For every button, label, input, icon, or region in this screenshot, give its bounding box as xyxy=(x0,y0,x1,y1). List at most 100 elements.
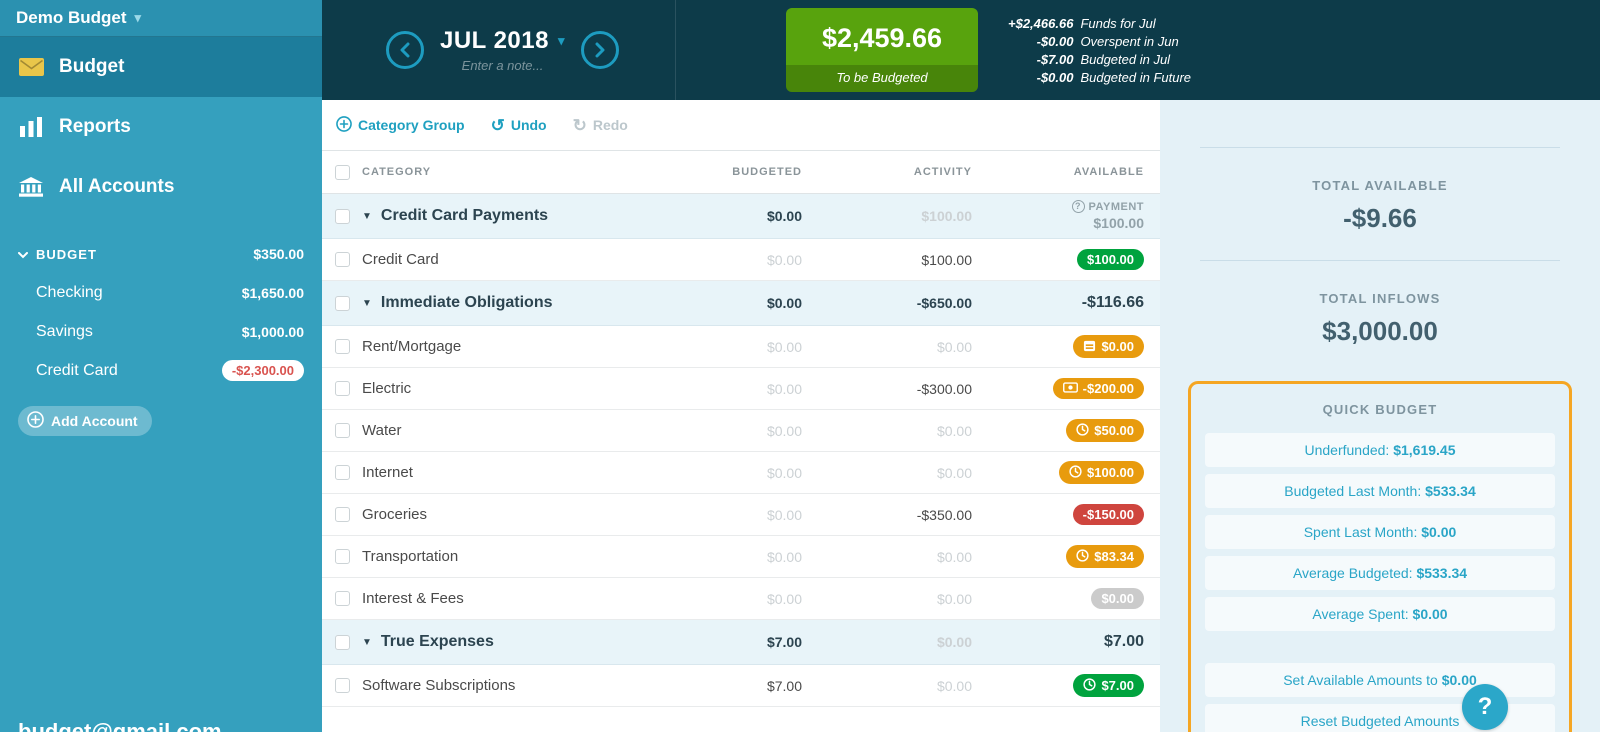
category-row-internet[interactable]: Internet $0.00 $0.00 $100.00 xyxy=(322,452,1160,494)
activity-amount[interactable]: $0.00 xyxy=(936,422,972,439)
breakdown-label: Budgeted in Jul xyxy=(1080,51,1171,67)
help-button[interactable]: ? xyxy=(1462,684,1508,730)
available-pill[interactable]: -$150.00 xyxy=(1072,504,1144,525)
month-note-input[interactable]: Enter a note... xyxy=(461,58,544,73)
category-row-transportation[interactable]: Transportation $0.00 $0.00 $83.34 xyxy=(322,536,1160,578)
previous-month-button[interactable] xyxy=(386,31,424,69)
column-header-budgeted[interactable]: BUDGETED xyxy=(732,166,802,178)
activity-amount[interactable]: $0.00 xyxy=(936,548,972,565)
sidebar-item-all-accounts[interactable]: All Accounts xyxy=(0,157,322,217)
breakdown-amount: -$7.00 xyxy=(1036,51,1074,67)
collapse-caret-icon[interactable]: ▼ xyxy=(362,210,372,222)
row-checkbox[interactable] xyxy=(334,465,350,480)
add-category-group-button[interactable]: Category Group xyxy=(336,115,465,135)
budgeted-amount[interactable]: $0.00 xyxy=(766,506,802,523)
account-row-savings[interactable]: Savings $1,000.00 xyxy=(0,312,322,351)
add-account-button[interactable]: Add Account xyxy=(18,406,152,436)
activity-amount[interactable]: $0.00 xyxy=(936,464,972,481)
budgeted-amount[interactable]: $7.00 xyxy=(766,677,802,694)
sidebar-item-reports[interactable]: Reports xyxy=(0,97,322,157)
available-pill[interactable]: $100.00 xyxy=(1077,249,1144,270)
category-row-interest-fees[interactable]: Interest & Fees $0.00 $0.00 $0.00 xyxy=(322,578,1160,620)
select-all-checkbox[interactable] xyxy=(334,164,350,180)
row-checkbox[interactable] xyxy=(334,208,350,224)
category-row-software-subscriptions[interactable]: Software Subscriptions $7.00 $0.00 $7.00 xyxy=(322,665,1160,707)
group-row-true-expenses[interactable]: ▼ True Expenses $7.00 $0.00 $7.00 xyxy=(322,620,1160,665)
budget-toolbar: Category Group ↺ Undo ↻ Redo xyxy=(322,100,1160,150)
quick-budget-spent-last-month[interactable]: Spent Last Month: $0.00 xyxy=(1205,515,1555,549)
budget-accounts-section-header[interactable]: BUDGET $350.00 xyxy=(0,235,322,273)
row-checkbox[interactable] xyxy=(334,381,350,396)
available-amount: $7.00 xyxy=(1103,633,1144,650)
budgeted-amount[interactable]: $0.00 xyxy=(766,338,802,355)
cash-icon xyxy=(1062,382,1078,395)
collapse-caret-icon[interactable]: ▼ xyxy=(362,297,372,309)
next-month-button[interactable] xyxy=(581,31,619,69)
row-checkbox[interactable] xyxy=(334,591,350,606)
budgeted-amount[interactable]: $0.00 xyxy=(766,422,802,439)
activity-amount[interactable]: $0.00 xyxy=(936,677,972,694)
category-row-groceries[interactable]: Groceries $0.00 -$350.00 -$150.00 xyxy=(322,494,1160,536)
category-row-electric[interactable]: Electric $0.00 -$300.00 -$200.00 xyxy=(322,368,1160,410)
content-area: Category Group ↺ Undo ↻ Redo CATEGORY BU… xyxy=(322,100,1600,732)
budget-switcher[interactable]: Demo Budget ▾ xyxy=(0,0,322,37)
category-row-rent-mortgage[interactable]: Rent/Mortgage $0.00 $0.00 $0.00 xyxy=(322,326,1160,368)
available-pill[interactable]: -$200.00 xyxy=(1052,378,1144,399)
envelope-icon xyxy=(18,58,44,76)
available-pill[interactable]: $7.00 xyxy=(1073,674,1144,697)
account-row-checking[interactable]: Checking $1,650.00 xyxy=(0,273,322,312)
column-header-category[interactable]: CATEGORY xyxy=(362,166,432,178)
collapse-caret-icon[interactable]: ▼ xyxy=(362,636,372,648)
row-checkbox[interactable] xyxy=(334,507,350,522)
row-checkbox[interactable] xyxy=(334,295,350,311)
row-checkbox[interactable] xyxy=(334,549,350,564)
redo-button[interactable]: ↻ Redo xyxy=(573,117,628,134)
budgeted-amount[interactable]: $0.00 xyxy=(766,295,802,311)
budgeted-amount[interactable]: $7.00 xyxy=(766,634,802,650)
available-pill[interactable]: $50.00 xyxy=(1066,419,1144,442)
category-name: Transportation xyxy=(362,548,459,565)
activity-amount[interactable]: $100.00 xyxy=(921,251,972,268)
activity-amount[interactable]: $100.00 xyxy=(921,208,972,224)
sidebar-item-budget[interactable]: Budget xyxy=(0,37,322,97)
clock-icon xyxy=(1076,423,1089,438)
row-checkbox[interactable] xyxy=(334,252,350,267)
activity-amount[interactable]: $0.00 xyxy=(936,338,972,355)
available-pill[interactable]: $0.00 xyxy=(1073,335,1144,358)
available-pill[interactable]: $100.00 xyxy=(1059,461,1144,484)
quick-budget-average-spent[interactable]: Average Spent: $0.00 xyxy=(1205,597,1555,631)
row-checkbox[interactable] xyxy=(334,678,350,693)
row-checkbox[interactable] xyxy=(334,634,350,650)
budgeted-amount[interactable]: $0.00 xyxy=(766,548,802,565)
group-row-immediate-obligations[interactable]: ▼ Immediate Obligations $0.00 -$650.00 -$116… xyxy=(322,281,1160,326)
group-row-credit-card-payments[interactable]: ▼ Credit Card Payments $0.00 $100.00? PAYMEN… xyxy=(322,194,1160,239)
available-pill[interactable]: $0.00 xyxy=(1091,588,1144,609)
quick-budget-average-budgeted[interactable]: Average Budgeted: $533.34 xyxy=(1205,556,1555,590)
activity-amount[interactable]: -$650.00 xyxy=(916,295,972,311)
available-pill[interactable]: $83.34 xyxy=(1066,545,1144,568)
column-header-activity[interactable]: ACTIVITY xyxy=(913,166,972,178)
category-row-water[interactable]: Water $0.00 $0.00 $50.00 xyxy=(322,410,1160,452)
month-selector[interactable]: JUL 2018 ▾ Enter a note... xyxy=(440,27,565,73)
budgeted-amount[interactable]: $0.00 xyxy=(766,251,802,268)
activity-amount[interactable]: $0.00 xyxy=(936,590,972,607)
budgeted-amount[interactable]: $0.00 xyxy=(766,380,802,397)
activity-amount[interactable]: $0.00 xyxy=(936,634,972,650)
activity-amount[interactable]: -$350.00 xyxy=(916,506,972,523)
quick-budget-budgeted-last-month[interactable]: Budgeted Last Month: $533.34 xyxy=(1205,474,1555,508)
account-row-credit-card[interactable]: Credit Card -$2,300.00 xyxy=(0,351,322,390)
undo-button[interactable]: ↺ Undo xyxy=(491,117,547,134)
row-checkbox[interactable] xyxy=(334,423,350,438)
column-header-available[interactable]: AVAILABLE xyxy=(1073,166,1144,178)
activity-amount[interactable]: -$300.00 xyxy=(916,380,972,397)
plus-circle-icon xyxy=(336,115,352,135)
row-checkbox[interactable] xyxy=(334,339,350,354)
budgeted-amount[interactable]: $0.00 xyxy=(766,208,802,224)
redo-label: Redo xyxy=(592,117,628,133)
category-row-credit-card[interactable]: Credit Card $0.00 $100.00 $100.00 xyxy=(322,239,1160,281)
budgeted-amount[interactable]: $0.00 xyxy=(766,464,802,481)
account-balance: $1,000.00 xyxy=(241,323,304,340)
available-amount: $0.00 xyxy=(1101,591,1134,606)
budgeted-amount[interactable]: $0.00 xyxy=(766,590,802,607)
quick-budget-underfunded[interactable]: Underfunded: $1,619.45 xyxy=(1205,433,1555,467)
